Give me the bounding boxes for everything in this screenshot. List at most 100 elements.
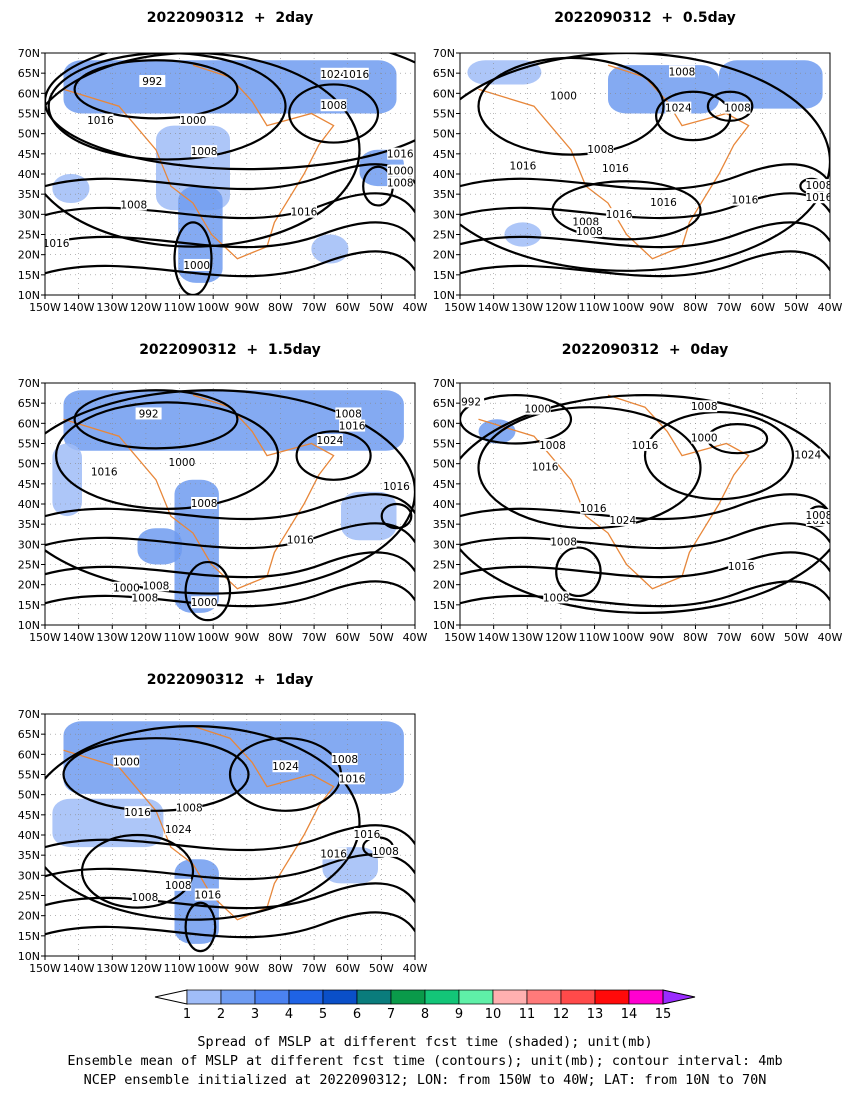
x-tick-label: 70W [302, 301, 327, 314]
contour-label: 1000 [180, 115, 207, 127]
x-tick-label: 110W [164, 631, 196, 644]
y-tick-label: 20N [18, 910, 40, 923]
contour-label-bg [509, 159, 536, 172]
legend-label: 6 [352, 1007, 362, 1022]
legend-label: 11 [518, 1007, 536, 1022]
x-tick-label: 40W [403, 631, 428, 644]
contour-label: 1000 [550, 91, 577, 103]
mslp-contour [460, 522, 830, 550]
contour-label-bg [139, 75, 166, 88]
contour-label-bg [291, 205, 317, 218]
mslp-contour [45, 853, 415, 881]
contour-label-bg [272, 760, 299, 773]
mslp-contour [654, 90, 732, 142]
contour-label: 1008 [806, 180, 833, 192]
contour-label: 992 [461, 396, 481, 408]
x-tick-label: 40W [818, 631, 843, 644]
spread-shading [174, 479, 219, 613]
contour-label: 1008 [543, 592, 570, 604]
y-tick-label: 30N [18, 538, 40, 551]
mslp-contour [55, 401, 280, 510]
x-tick-label: 120W [130, 631, 162, 644]
contour-label-bg [191, 497, 218, 509]
x-tick-label: 80W [268, 301, 293, 314]
contour-label-bg [387, 164, 414, 177]
contour-label: 1016 [728, 561, 755, 573]
contour-label-bg [287, 533, 314, 546]
mslp-contour [460, 493, 830, 521]
x-tick-label: 130W [96, 301, 128, 314]
y-tick-label: 50N [433, 128, 455, 141]
coastline [63, 394, 335, 590]
mslp-contour [45, 53, 415, 171]
contour-label: 1016 [387, 149, 414, 161]
mslp-contour [45, 192, 415, 220]
mslp-contour [460, 221, 830, 249]
y-tick-label: 15N [18, 599, 40, 612]
y-tick-label: 20N [18, 579, 40, 592]
contour-label: 1008 [176, 802, 203, 814]
x-tick-label: 70W [717, 631, 742, 644]
contour-label: 1024 [609, 515, 636, 527]
contour-label: 1024 [320, 69, 347, 81]
legend-label: 2 [216, 1007, 226, 1022]
y-tick-label: 40N [18, 168, 40, 181]
x-tick-label: 120W [130, 962, 162, 975]
contour-label-bg [632, 438, 658, 451]
contour-label-bg [550, 535, 577, 548]
contour-label: 1008 [132, 892, 159, 904]
map-panel-3: 9921000100810161016102410001008102410161… [433, 377, 843, 644]
x-tick-label: 120W [130, 301, 162, 314]
contour-label-bg [45, 237, 70, 250]
contour-label: 1000 [113, 583, 140, 595]
contour-label-bg [724, 101, 751, 114]
x-tick-label: 150W [444, 301, 476, 314]
contour-label-bg [387, 147, 414, 160]
contour-label-bg [87, 113, 114, 126]
x-tick-label: 150W [29, 962, 61, 975]
contour-label-bg [524, 402, 551, 415]
y-tick-label: 35N [18, 518, 40, 531]
contour-label: 1016 [194, 890, 221, 902]
mslp-contour [643, 410, 795, 501]
contour-label: 1000 [169, 457, 196, 469]
contour-label: 1024 [665, 103, 692, 115]
mslp-contour [184, 901, 217, 953]
contour-label-bg [550, 89, 577, 102]
contour-label-bg [342, 67, 369, 80]
x-tick-label: 80W [268, 631, 293, 644]
contour-label-bg [165, 823, 192, 836]
contour-label-bg [532, 460, 559, 473]
x-tick-label: 140W [63, 301, 95, 314]
y-tick-label: 30N [433, 538, 455, 551]
x-tick-label: 60W [335, 301, 360, 314]
x-tick-label: 70W [302, 962, 327, 975]
y-tick-label: 20N [433, 579, 455, 592]
x-tick-label: 60W [750, 301, 775, 314]
contour-label-bg [805, 509, 830, 522]
legend-label: 14 [620, 1007, 638, 1022]
map-panels: 992 1000 1008 1016 1024 1008 1016 1016 1008 1000 1… [18, 47, 843, 975]
mslp-contour [706, 90, 754, 122]
x-tick-label: 120W [545, 301, 577, 314]
x-tick-label: 40W [818, 301, 843, 314]
contour-label-bg [191, 596, 218, 609]
contour-label-bg [539, 438, 566, 451]
x-tick-label: 150W [29, 631, 61, 644]
y-tick-label: 55N [18, 438, 40, 451]
x-tick-label: 120W [545, 631, 577, 644]
contour-label-bg [335, 407, 362, 420]
contour-label: 1000 [691, 433, 718, 445]
x-tick-label: 50W [369, 631, 394, 644]
contour-label: 1008 [335, 408, 362, 420]
y-tick-label: 70N [18, 47, 40, 60]
x-tick-label: 130W [511, 301, 543, 314]
contour-label: 1008 [576, 226, 603, 238]
contour-label-bg [383, 480, 410, 493]
y-tick-label: 15N [18, 269, 40, 282]
y-tick-label: 10N [18, 950, 40, 963]
panel-title-1day: 2022090312 + 1day [146, 672, 314, 688]
contour-label-bg [587, 142, 614, 155]
contour-label-bg [805, 179, 830, 192]
